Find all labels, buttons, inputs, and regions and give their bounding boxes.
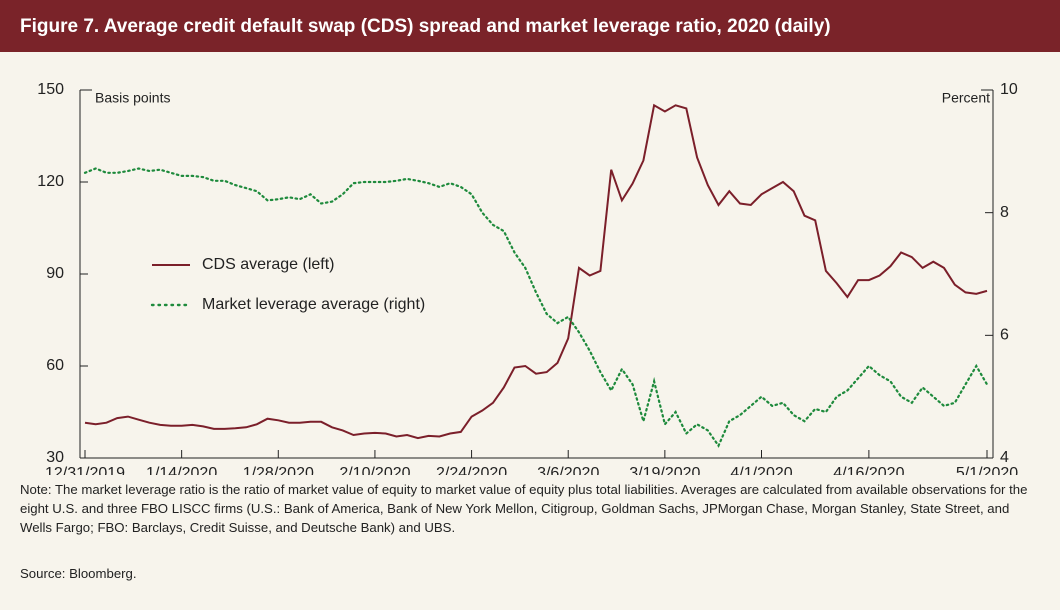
- x-tick-label: 4/16/2020: [833, 465, 904, 475]
- header-bar: [0, 0, 1060, 52]
- y2-tick-label: 8: [1000, 204, 1009, 221]
- x-tick-label: 12/31/2019: [45, 465, 125, 475]
- y-tick-label: 120: [37, 173, 64, 190]
- chart-title: Figure 7. Average credit default swap (C…: [20, 16, 831, 37]
- source: Source: Bloomberg.: [20, 566, 137, 581]
- legend-label: CDS average (left): [202, 256, 335, 273]
- x-tick-label: 3/6/2020: [537, 465, 599, 475]
- y2-axis-label: Percent: [942, 90, 990, 106]
- y2-tick-label: 10: [1000, 81, 1018, 98]
- x-tick-label: 1/28/2020: [243, 465, 314, 475]
- series-line: [84, 103, 988, 440]
- series-line: [83, 167, 989, 448]
- legend-label: Market leverage average (right): [202, 296, 425, 313]
- x-tick-label: 3/19/2020: [629, 465, 700, 475]
- y-tick-label: 30: [46, 449, 64, 466]
- chart: Figure 7. Average credit default swap (C…: [0, 0, 1060, 482]
- y-axis-label: Basis points: [95, 90, 170, 106]
- y-tick-label: 90: [46, 265, 64, 282]
- y-tick-label: 60: [46, 357, 64, 374]
- x-tick-label: 2/24/2020: [436, 465, 507, 475]
- x-tick-label: 1/14/2020: [146, 465, 217, 475]
- axis-bracket: [79, 89, 92, 100]
- y-tick-label: 150: [37, 81, 64, 98]
- x-tick-label: 5/1/2020: [956, 465, 1018, 475]
- x-tick-label: 2/10/2020: [339, 465, 410, 475]
- note: Note: The market leverage ratio is the r…: [20, 482, 1028, 535]
- x-tick-label: 4/1/2020: [730, 465, 792, 475]
- y2-tick-label: 4: [1000, 449, 1009, 466]
- y2-tick-label: 6: [1000, 327, 1009, 344]
